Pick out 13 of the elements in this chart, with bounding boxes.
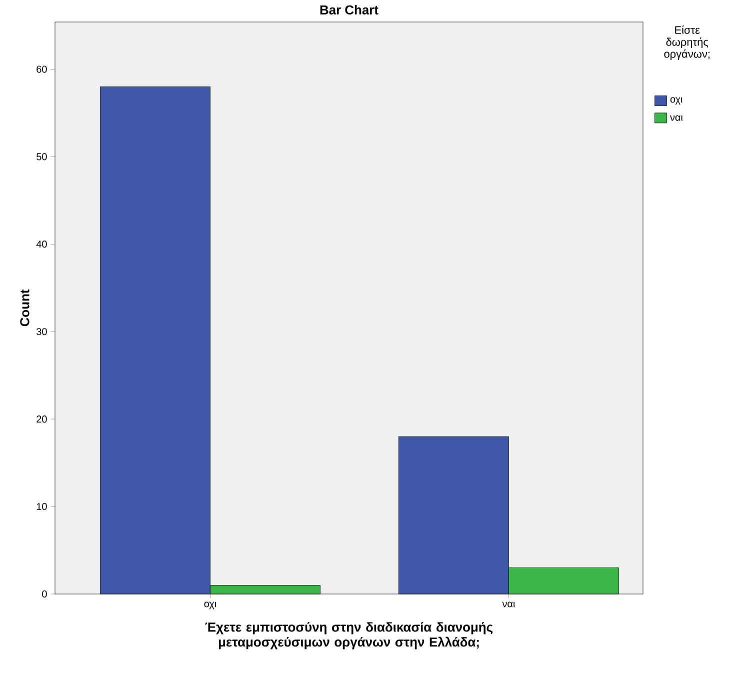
y-tick-label: 10 (36, 503, 47, 510)
y-tick-label: 0 (42, 590, 47, 598)
legend-label: οχι (670, 97, 682, 105)
y-tick-label: 20 (36, 416, 47, 423)
y-tick-label: 30 (36, 328, 47, 336)
y-tick-label: 50 (36, 153, 47, 160)
legend-label: ναι (670, 115, 683, 121)
y-tick-label: 40 (36, 240, 47, 248)
y-tick-label: 60 (36, 66, 47, 73)
chart-title: Bar Chart (320, 4, 378, 14)
legend-title: Είστε δωρητής οργάνων; (664, 26, 710, 60)
y-axis-title: Count (20, 289, 30, 326)
x-axis-title: Έχετε εμπιστοσύνη στην διαδικασία διανομής μεταμοσχεύσιμων οργάνων στην Ελλάδα; (205, 622, 493, 650)
